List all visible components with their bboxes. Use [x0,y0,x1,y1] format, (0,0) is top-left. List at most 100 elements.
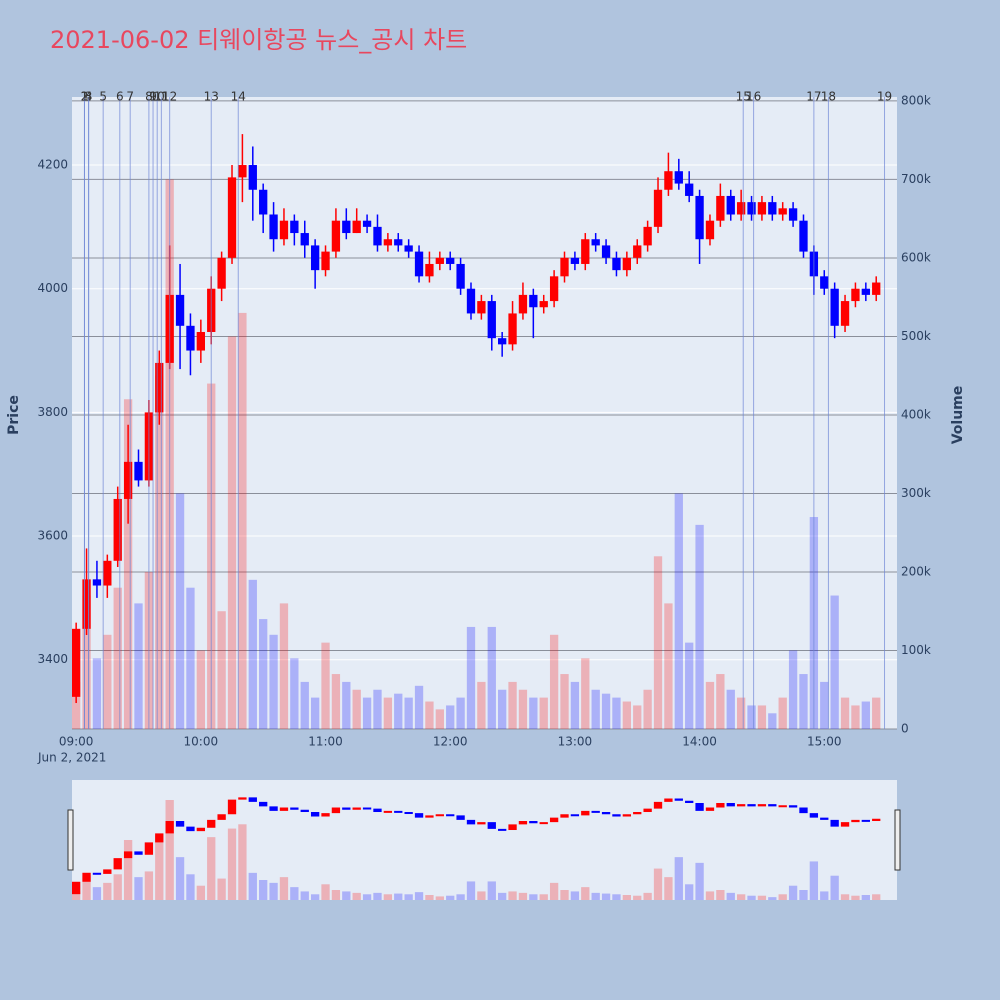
volume-bar [248,579,257,729]
mini-volume-bar [92,887,102,900]
mini-volume-bar [300,891,309,900]
mini-candle [685,800,694,804]
mini-volume-bar [394,893,403,900]
candle-body [217,257,226,289]
volume-bar [425,701,434,729]
mini-volume-bar [539,894,548,900]
volume-bar [414,685,424,729]
mini-candle [279,807,289,811]
volume-bar [747,705,756,729]
volume-bar [539,697,548,729]
plot-area [72,97,897,729]
mini-candle [466,819,476,825]
y-axis-title: Price [6,395,22,435]
mini-volume-bar [736,894,746,900]
event-label: 11 [154,90,169,104]
mini-volume-bar [560,890,569,900]
mini-volume-bar [279,877,289,900]
mini-volume-bar [373,892,382,900]
y-tick-label: 3400 [37,652,68,666]
volume-bar [217,611,226,729]
mini-candle [872,818,881,822]
mini-candle [705,807,715,811]
mini-candle [726,803,735,807]
mini-candle [861,819,870,822]
mini-volume-bar [487,881,496,900]
candle-body [113,498,122,561]
range-slider[interactable] [72,780,897,900]
mini-candle [144,842,154,855]
candle-body [820,276,829,289]
mini-volume-bar [716,890,725,900]
volume-bar [72,681,81,729]
x-tick-label: 09:00 [59,735,94,749]
volume-bar [768,713,777,729]
mini-volume-bar [72,891,81,900]
volume-bar [674,493,683,729]
candle-body [518,294,528,314]
candle-body [279,220,289,240]
candle-body [581,239,590,264]
candle-body [331,220,341,252]
candle-body [290,220,299,234]
mini-volume-bar [757,895,767,900]
mini-volume-bar [310,894,320,900]
mini-volume-bar [549,882,559,900]
mini-volume-bar [259,880,268,900]
volume-bar [757,705,767,729]
volume-bar [82,595,91,729]
mini-candle [768,804,777,807]
mini-candle [72,881,81,895]
volume-bar [175,493,185,729]
mini-candle [207,819,216,828]
volume-bar [840,697,850,729]
mini-volume-bar [747,895,756,900]
mini-candle [310,812,320,817]
candle-body [529,294,538,308]
volume-bar [581,658,590,729]
event-label: 4 [85,90,93,104]
volume-bar [383,697,393,729]
mini-candle [362,807,372,810]
x-tick-label: 10:00 [184,735,219,749]
slider-handle[interactable] [894,809,901,871]
candle-body [768,202,777,215]
mini-candle [633,812,642,815]
candle-body [633,245,642,258]
volume-bar [653,556,663,729]
mini-candle [425,815,434,818]
mini-candle [113,858,122,870]
mini-volume-bar [435,896,444,900]
candle-body [830,288,839,326]
mini-volume-bar [321,884,330,900]
mini-volume-bar [155,835,164,900]
volume-bar [664,603,673,729]
volume-bar [788,650,798,729]
candle-body [414,251,424,277]
volume-bar [92,658,102,729]
mini-candle [549,817,559,823]
candle-body [487,301,496,339]
mini-volume-bar [685,884,694,900]
volume-bar [820,681,829,729]
mini-volume-bar [601,893,611,900]
mini-candle [394,810,403,813]
mini-candle [809,813,819,818]
volume-bar [342,681,351,729]
volume-bar [435,709,444,729]
mini-candle [155,833,164,843]
volume-bar [612,697,621,729]
mini-candle [383,810,393,813]
slider-handle[interactable] [67,809,74,871]
mini-volume-bar [196,885,205,900]
candle-body [155,362,164,413]
mini-candle [186,826,195,832]
candle-body [82,579,91,629]
mini-candle [747,804,756,807]
mini-candle [331,807,341,814]
mini-volume-bar [352,892,361,900]
event-label: 19 [877,90,892,104]
mini-volume-bar [830,875,839,900]
volume-bar [456,697,465,729]
mini-volume-bar [612,894,621,900]
